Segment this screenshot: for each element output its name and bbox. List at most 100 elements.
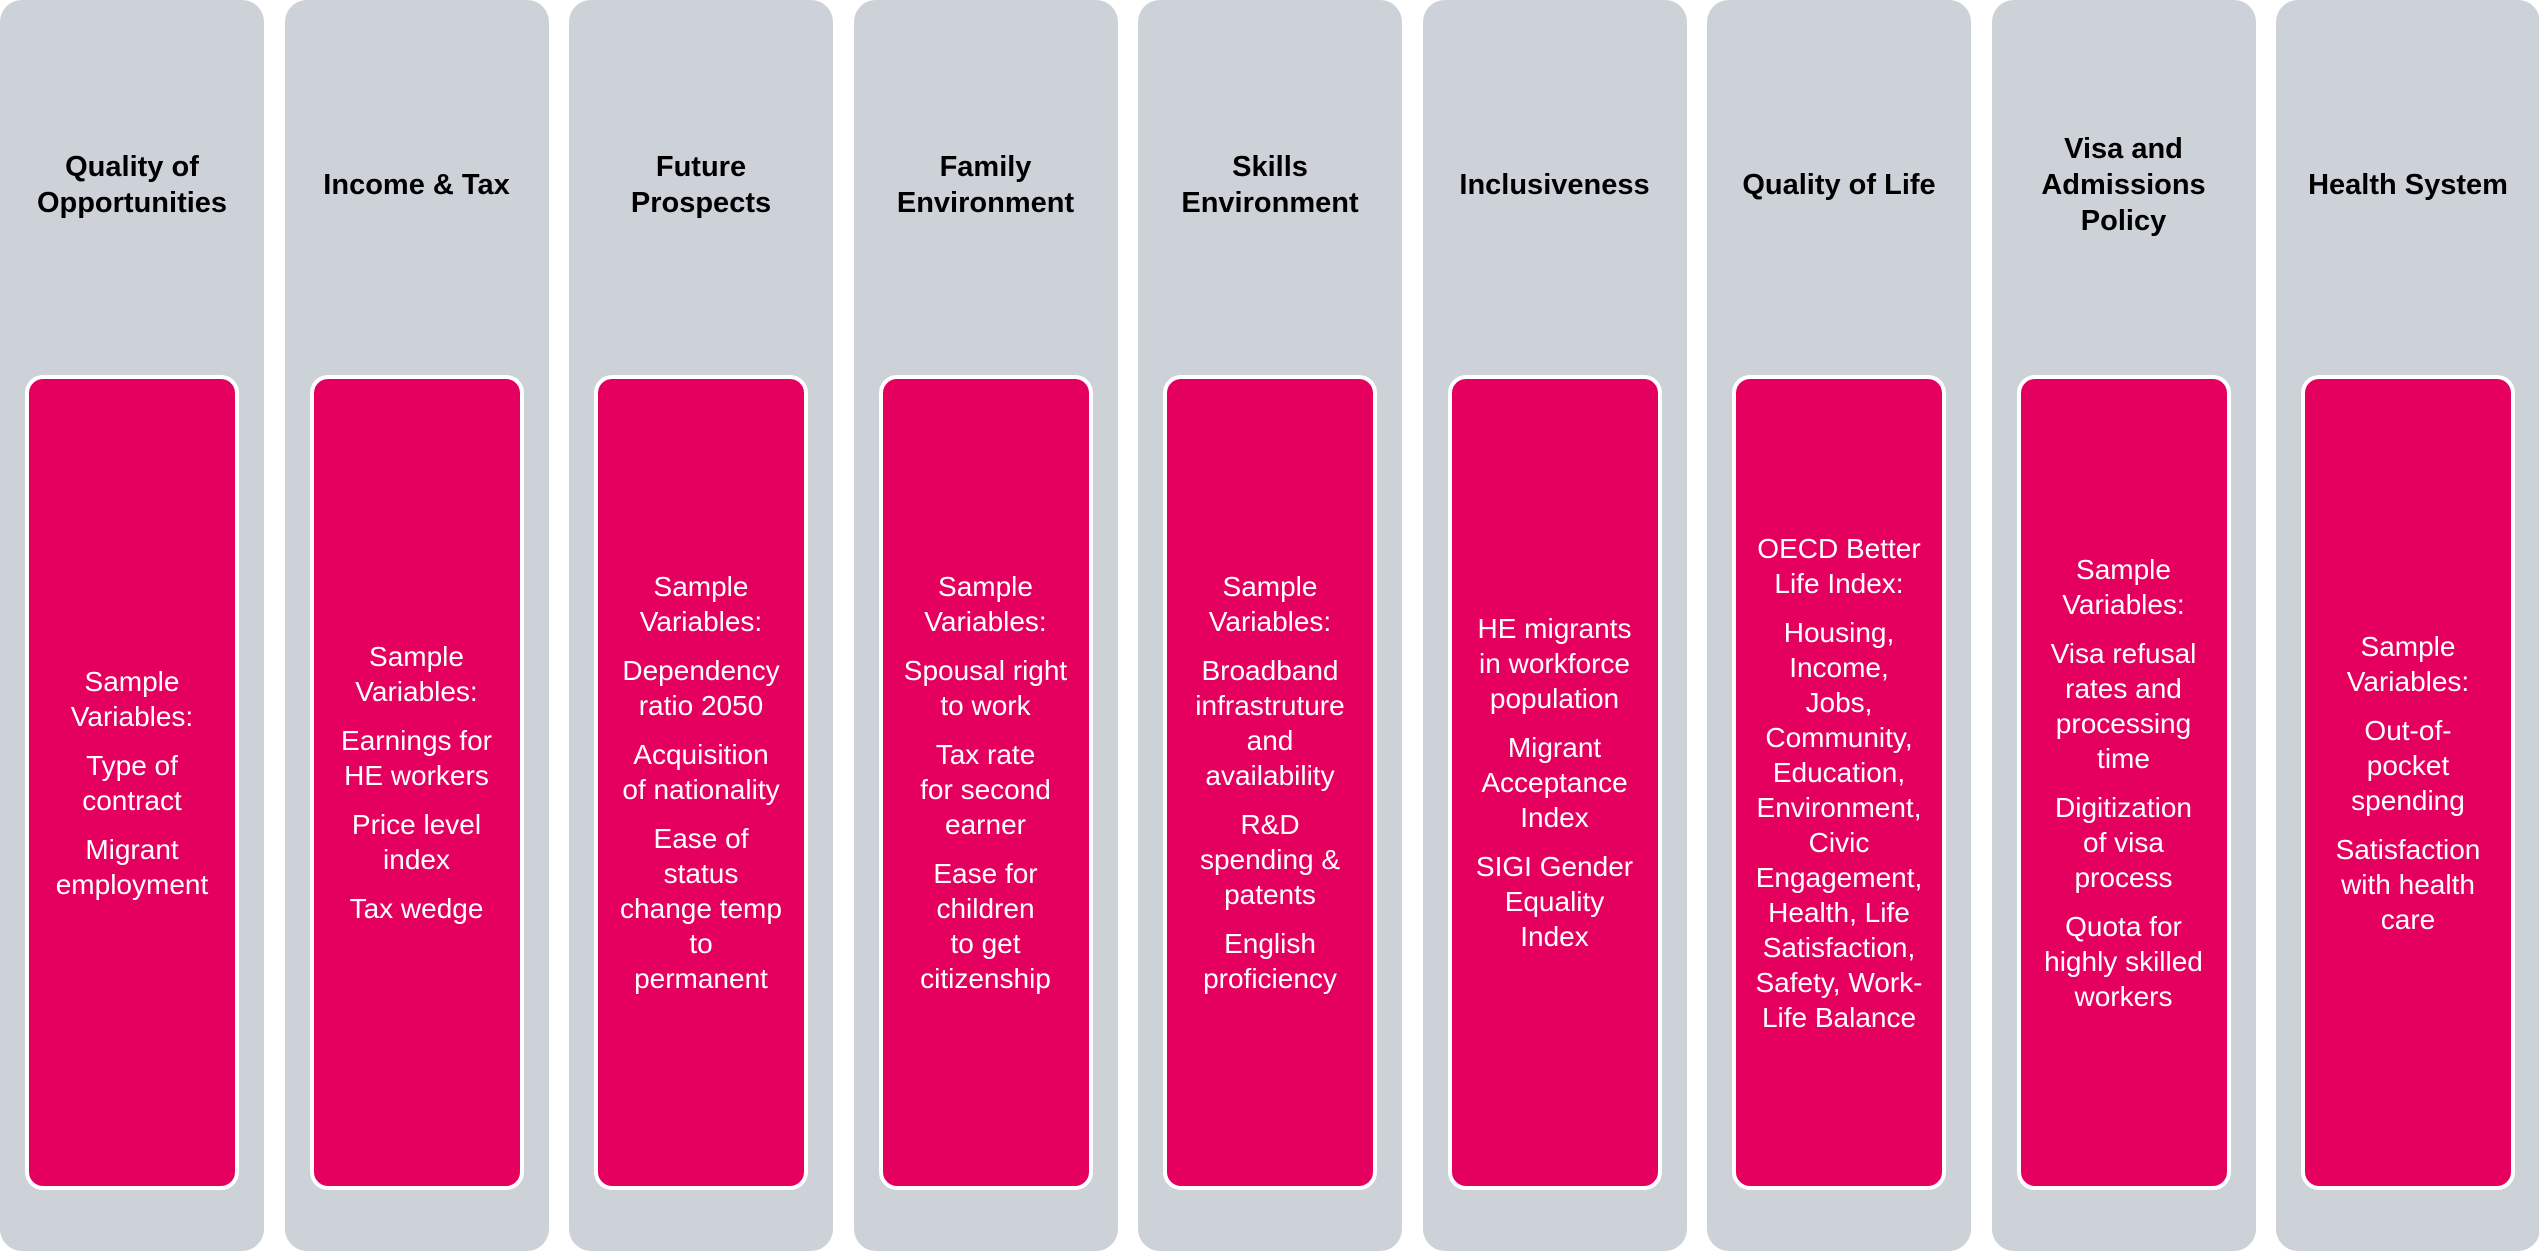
pillar-title-line: Visa and — [2064, 133, 2183, 165]
pillar-title: Income & Tax — [291, 60, 543, 310]
variables-heading-line: Sample — [2076, 553, 2171, 585]
variable-line: and — [1246, 725, 1294, 756]
pillar-title-line: Skills — [1232, 151, 1308, 183]
variable-line: Housing, — [1783, 616, 1895, 648]
variable-line: Life Balance — [1761, 1001, 1917, 1033]
variable-line: Satisfaction — [2335, 833, 2481, 865]
variable-line: Ease of — [653, 823, 749, 854]
variable-line: SIGI Gender — [1475, 851, 1634, 882]
variables-heading-line: Variables: — [2062, 588, 2185, 620]
variable-line: process — [2074, 861, 2173, 893]
pillar-title-line: Prospects — [630, 187, 772, 219]
variable-line: Income, — [1789, 651, 1889, 683]
variable-line: Type of — [86, 749, 178, 781]
variables-card: Sample Variables: Type of contract Migrant em… — [25, 375, 239, 1190]
variable-line: Migrant — [1507, 732, 1602, 763]
pillar-title: Skills Environment — [1144, 60, 1396, 310]
pillar-title-line: Income & Tax — [323, 169, 510, 201]
variable-line: contract — [82, 784, 182, 816]
variables-heading-line: Variables: — [924, 606, 1047, 637]
variable-line: Engagement, — [1755, 861, 1923, 893]
pillar-title: Family Environment — [860, 60, 1112, 310]
variable-line: permanent — [634, 963, 768, 994]
pillar-column: Future Prospects Sample Variables: Dependenc… — [569, 0, 833, 1251]
variables-heading-line: Sample — [369, 641, 464, 672]
variable-line: Health, Life — [1768, 896, 1910, 928]
pillar-title-line: Quality of Life — [1742, 169, 1936, 201]
variable-line: status — [663, 858, 739, 889]
pillar-title-line: Admissions — [2041, 169, 2206, 201]
variable-line: earner — [945, 809, 1026, 840]
pillar-column: Income & Tax Sample Variables: Earnings for… — [284, 0, 549, 1251]
variable-line: index — [383, 844, 450, 875]
pillar-title: Health System — [2282, 60, 2534, 310]
variable-line: HE migrants — [1477, 613, 1632, 644]
pillar-title-line: Future — [655, 151, 747, 183]
variable-line: highly skilled — [2044, 945, 2203, 977]
pillar-column: Skills Environment Sample Variables: Broadba… — [1138, 0, 1402, 1251]
variable-line: Civic — [1808, 826, 1870, 858]
pillar-title-line: Environment — [1181, 187, 1359, 219]
variable-line: Dependency — [622, 655, 780, 686]
pillar-column: Quality of Opportunities Sample Variables: T… — [0, 0, 264, 1251]
variable-line: Price level — [351, 809, 482, 840]
pillar-title-line: Environment — [896, 187, 1075, 219]
variable-line: Migrant — [85, 833, 179, 865]
variables-heading-line: Variables: — [2346, 665, 2470, 697]
variable-line: rates and — [2065, 672, 2182, 704]
variable-line: Environment, — [1756, 791, 1922, 823]
variable-line: Visa refusal — [2050, 637, 2197, 669]
variable-line: availability — [1205, 760, 1335, 791]
variable-line: workers — [2074, 980, 2173, 1012]
variable-line: pocket — [2366, 749, 2450, 781]
variables-card: Sample Variables: Dependency ratio 2050 Acqu… — [594, 375, 808, 1190]
variable-line: Safety, Work- — [1755, 966, 1923, 998]
variable-line: of visa — [2083, 826, 2164, 858]
variable-line: patents — [1224, 879, 1316, 910]
variable-line: Acceptance — [1481, 767, 1628, 798]
variable-line: Broadband — [1201, 655, 1339, 686]
variables-card: HE migrants in workforce population Migrant… — [1447, 375, 1662, 1190]
pillar-title: Future Prospects — [575, 60, 827, 310]
variable-line: with health — [2341, 868, 2475, 900]
variable-line: Spousal right — [903, 655, 1068, 686]
pillar-title-line: Quality of — [65, 151, 199, 183]
variable-line: Earnings for — [341, 725, 492, 756]
variable-line: ratio 2050 — [638, 690, 764, 721]
variable-line: in workforce — [1479, 648, 1630, 679]
variables-card: Sample Variables: Visa refusal rates and pro… — [2016, 375, 2231, 1190]
variable-line: time — [2097, 742, 2150, 774]
variable-line: citizenship — [920, 963, 1051, 994]
variables-card: Sample Variables: Earnings for HE workers Pr… — [309, 375, 524, 1190]
variable-line: Out-of- — [2364, 714, 2452, 746]
variable-line: OECD Better — [1757, 532, 1921, 564]
pillar-title: Quality of Life — [1713, 60, 1965, 310]
variable-line: Equality — [1504, 886, 1605, 917]
pillar-title: Inclusiveness — [1429, 60, 1681, 310]
variables-card: Sample Variables: Broadband infrastruture an… — [1163, 375, 1377, 1190]
variables-heading-line: Variables: — [70, 700, 194, 732]
pillar-column: Quality of Life OECD Better Life Index: Hou… — [1707, 0, 1971, 1251]
variables-heading-line: Sample — [653, 571, 749, 602]
pillar-column: Visa and Admissions Policy Sample Variables:… — [1991, 0, 2256, 1251]
variable-line: spending & — [1199, 844, 1341, 875]
variable-line: Community, — [1765, 721, 1913, 753]
variables-heading-line: Sample — [938, 571, 1033, 602]
pillar-title: Quality of Opportunities — [6, 60, 258, 310]
variable-line: children — [936, 893, 1035, 924]
variable-line: spending — [2351, 784, 2465, 816]
pillar-column: Family Environment Sample Variables: Spousal… — [853, 0, 1118, 1251]
variables-heading-line: Sample — [1222, 571, 1318, 602]
variable-line: infrastruture — [1195, 690, 1345, 721]
variable-line: Life Index: — [1774, 567, 1904, 599]
variable-line: change temp — [620, 893, 782, 924]
variables-heading-line: Variables: — [1208, 606, 1332, 637]
variable-line: to work — [940, 690, 1031, 721]
variables-heading-line: Sample — [2360, 630, 2456, 662]
variable-line: employment — [55, 868, 209, 900]
pillar-title: Visa and Admissions Policy — [1998, 60, 2250, 310]
variable-line: Tax wedge — [349, 893, 484, 924]
variable-line: HE workers — [344, 760, 489, 791]
variable-line: Index — [1520, 921, 1589, 952]
variable-line: English — [1224, 928, 1316, 959]
